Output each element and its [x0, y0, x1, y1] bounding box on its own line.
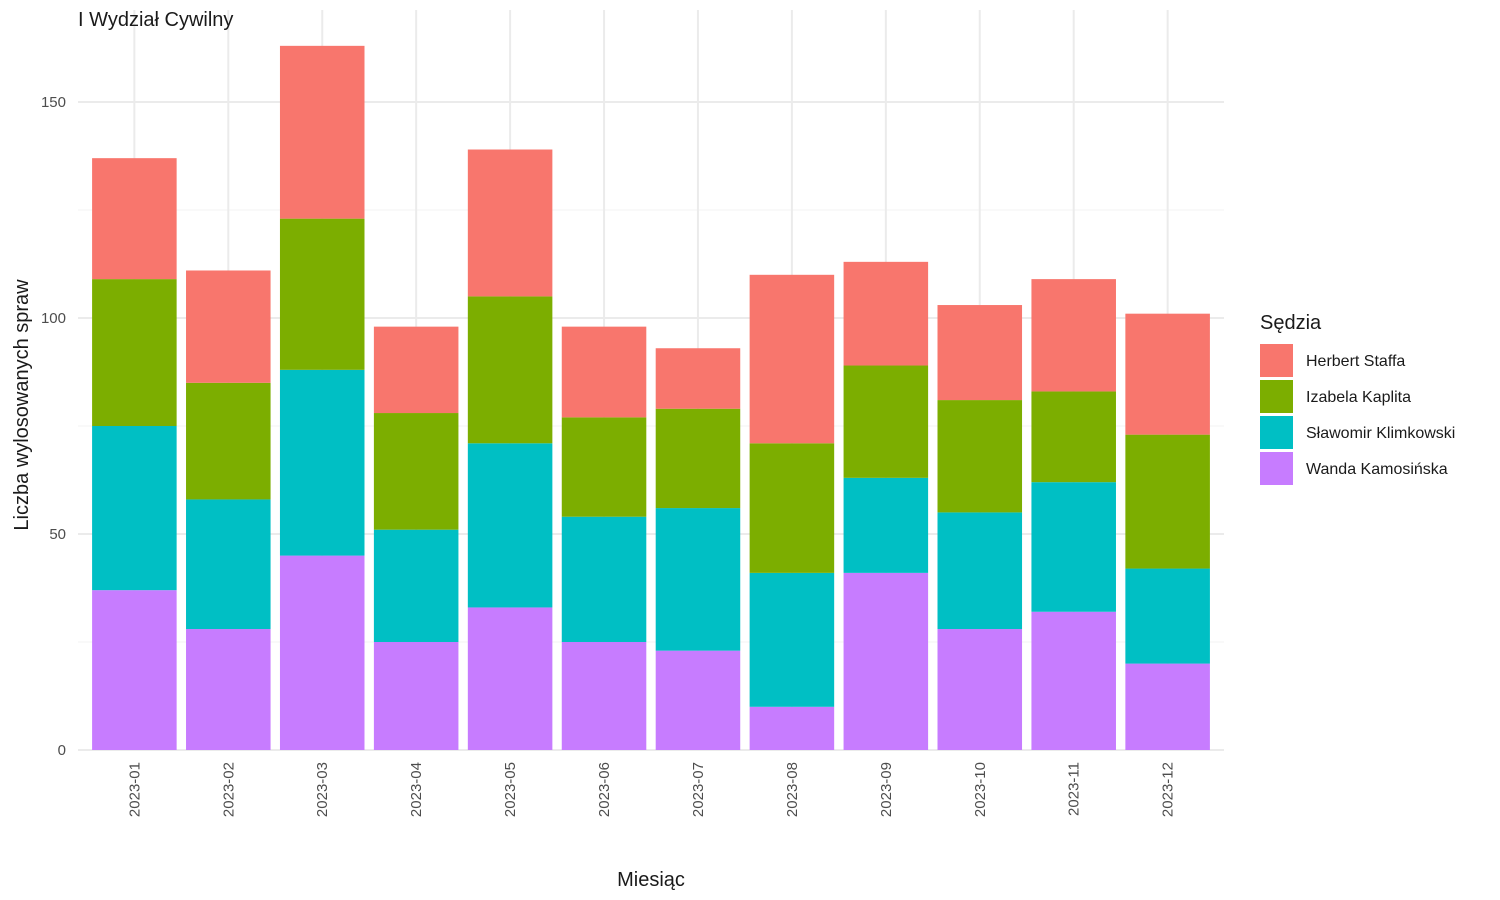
legend-title: Sędzia — [1260, 312, 1322, 334]
x-tick-label: 2023-09 — [878, 762, 895, 817]
legend-key — [1260, 344, 1293, 377]
bar-segment — [843, 261, 929, 366]
bar-segment — [373, 326, 459, 414]
bar-segment — [561, 642, 647, 750]
bar-segment — [186, 270, 271, 383]
bar-segment — [1031, 279, 1116, 392]
bar-segment — [373, 413, 459, 530]
legend-label: Herbert Staffa — [1306, 353, 1405, 370]
x-tick-label: 2023-10 — [972, 762, 989, 817]
bar-segment — [1031, 611, 1116, 750]
y-tick-label: 100 — [41, 310, 66, 327]
x-axis-title: Miesiąc — [617, 869, 685, 891]
bar-segment — [1031, 391, 1116, 483]
y-axis-title: Liczba wylosowanych spraw — [11, 279, 33, 531]
bar-segment — [937, 629, 1023, 750]
x-tick-label: 2023-11 — [1066, 762, 1083, 816]
bar-segment — [561, 326, 647, 418]
bar-segment — [1125, 663, 1210, 750]
bar-segment — [749, 443, 835, 573]
bar-segment — [843, 365, 929, 478]
x-tick-label: 2023-01 — [126, 762, 143, 817]
bar-segment — [1125, 434, 1210, 569]
bar-segment — [467, 607, 553, 750]
x-tick-label: 2023-03 — [314, 762, 331, 817]
legend: Sędzia Herbert Staffa Izabela Kaplita Sław… — [1260, 312, 1455, 485]
bar-segment — [186, 499, 271, 630]
bar-segment — [561, 516, 647, 642]
x-tick-label: 2023-08 — [784, 762, 801, 817]
bar-segment — [92, 590, 177, 750]
legend-label: Izabela Kaplita — [1306, 389, 1411, 406]
bar-segment — [1125, 568, 1210, 664]
bar-segment — [373, 642, 459, 750]
bar-segment — [843, 477, 929, 573]
y-tick-label: 150 — [41, 94, 66, 111]
x-tick-label: 2023-05 — [502, 762, 519, 817]
chart-title: I Wydział Cywilny — [78, 9, 233, 31]
x-tick-label: 2023-04 — [408, 762, 425, 817]
bar-segment — [937, 512, 1023, 630]
x-tick-label: 2023-12 — [1160, 762, 1177, 817]
bar-segment — [1031, 482, 1116, 612]
bar-segment — [279, 369, 365, 556]
x-axis-ticks: 2023-01 2023-02 2023-03 2023-04 2023-05 2023-… — [126, 762, 1176, 817]
bar-segment — [937, 305, 1023, 401]
legend-key — [1260, 380, 1293, 413]
bar-segment — [92, 426, 177, 591]
legend-label: Sławomir Klimkowski — [1306, 425, 1455, 442]
bar-segment — [92, 158, 177, 280]
x-tick-label: 2023-06 — [596, 762, 613, 817]
bar-segment — [843, 572, 929, 750]
bar-segment — [655, 348, 741, 409]
bar-segment — [467, 443, 553, 608]
bar-segment — [186, 629, 271, 750]
bar-segment — [467, 149, 553, 297]
bar-segment — [655, 408, 741, 509]
bar-segment — [655, 508, 741, 651]
bar-segment — [1125, 313, 1210, 435]
legend-key — [1260, 416, 1293, 449]
y-tick-label: 50 — [49, 526, 66, 543]
bar-segment — [279, 555, 365, 750]
bar-segment — [92, 279, 177, 426]
x-tick-label: 2023-07 — [690, 762, 707, 817]
bar-segment — [279, 218, 365, 370]
bar-segment — [749, 706, 835, 750]
bar-segment — [655, 650, 741, 750]
legend-key — [1260, 452, 1293, 485]
bar-segment — [561, 417, 647, 517]
x-tick-label: 2023-02 — [220, 762, 237, 817]
legend-label: Wanda Kamosińska — [1306, 461, 1448, 478]
bar-segment — [373, 529, 459, 642]
bar-segment — [467, 296, 553, 444]
bar-segment — [749, 572, 835, 707]
y-axis-ticks: 0 50 100 150 — [41, 94, 66, 759]
bar-segment — [749, 274, 835, 444]
y-tick-label: 0 — [58, 742, 66, 759]
bars — [92, 45, 1210, 750]
bar-segment — [937, 400, 1023, 513]
bar-segment — [279, 45, 365, 219]
bar-segment — [186, 382, 271, 500]
